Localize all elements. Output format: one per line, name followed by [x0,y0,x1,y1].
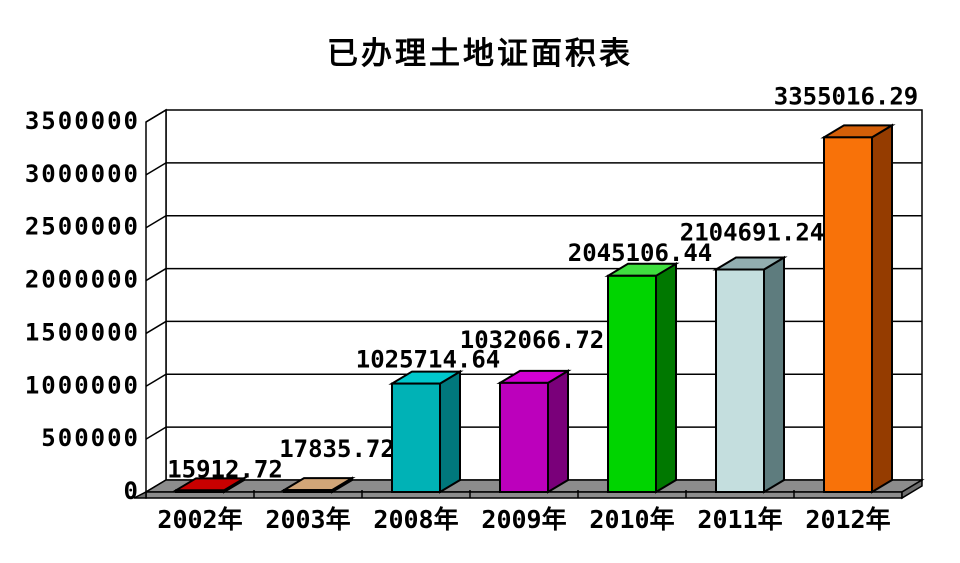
y-tick-label: 500000 [41,424,140,452]
y-axis-tick [145,267,167,282]
bar-2002-front [175,489,225,494]
value-label-2009: 1032066.72 [460,326,605,354]
bar-2010-side [655,262,677,494]
y-axis-tick [145,109,167,123]
bar-2012-side [871,123,893,494]
bar-2010-front [607,274,657,493]
x-tick-label-2012: 2012年 [805,505,890,534]
x-tick-label-2011: 2011年 [697,505,782,534]
value-label-2008: 1025714.64 [356,346,501,374]
y-axis-tick [145,162,167,176]
bar-2011-side [763,255,785,494]
value-label-2011: 2104691.24 [680,219,825,247]
value-label-2012: 3355016.29 [774,82,919,110]
y-tick-label: 1000000 [25,371,140,399]
y-axis-tick [145,426,167,440]
bar-2009-front [499,381,549,494]
bar-2003-front [283,489,333,493]
y-tick-label: 3000000 [25,160,140,188]
value-label-2002: 15912.72 [167,455,283,483]
y-tick-label: 2000000 [25,266,140,294]
y-tick-label: 1500000 [25,318,140,346]
x-tick-label-2002: 2002年 [157,505,242,534]
floor-right-cap [901,478,923,500]
value-label-2010: 2045106.44 [568,239,713,267]
bar-2008-front [391,382,441,494]
x-tick-label-2010: 2010年 [589,505,674,534]
x-tick-label-2008: 2008年 [373,505,458,534]
bar-2008-side [439,369,461,494]
x-tick-label-2009: 2009年 [481,505,566,534]
bar-2011-front [715,268,765,493]
x-tick-label-2003: 2003年 [265,505,350,534]
bar-2012-front [823,136,873,493]
y-axis-tick [145,373,167,387]
left-wall [145,108,167,494]
y-axis-tick [145,320,167,335]
chart-title: 已办理土地证面积表 [327,36,633,72]
y-tick-label: 2500000 [25,213,140,241]
floor-left-cap [133,490,147,499]
bar-2009-side [547,369,569,494]
y-tick-label: 0 [124,477,140,505]
value-label-2003: 17835.72 [279,435,395,463]
y-tick-label: 3500000 [25,107,140,135]
y-axis-tick [145,215,167,229]
